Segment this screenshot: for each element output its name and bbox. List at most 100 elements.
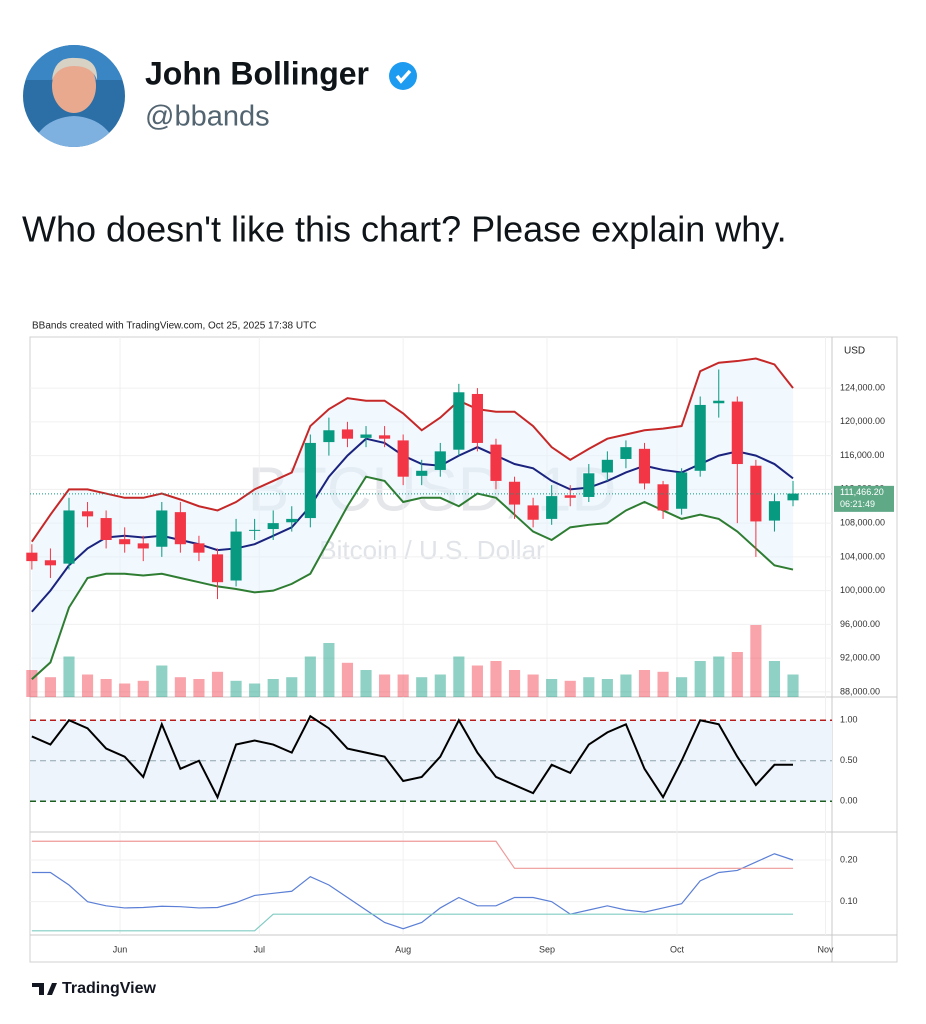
last-price-label: 111,466.20 <box>840 487 884 497</box>
candle-body <box>63 510 75 564</box>
tweet-text: Who doesn't like this chart? Please expl… <box>22 209 787 250</box>
candle-body <box>434 451 446 470</box>
volume-bar <box>81 674 94 697</box>
candle-body <box>397 440 409 477</box>
volume-bar <box>731 652 743 697</box>
candle-body <box>676 472 688 509</box>
y-tick-label: 124,000.00 <box>840 382 885 392</box>
x-tick-label: Jul <box>254 944 266 954</box>
candle-body <box>564 495 576 498</box>
candle-body <box>323 430 335 443</box>
x-tick-label: Aug <box>395 944 411 954</box>
bollinger-band <box>31 357 794 543</box>
volume-bar <box>416 677 428 697</box>
y-tick-label: 0.10 <box>840 896 858 906</box>
candle-body <box>713 400 725 404</box>
candle-body <box>137 543 149 549</box>
volume-bar <box>601 679 613 697</box>
volume-bar <box>397 674 409 697</box>
y-tick-label: 108,000.00 <box>840 517 885 527</box>
chart-caption: BBands created with TradingView.com, Oct… <box>32 321 316 332</box>
candle-body <box>267 523 279 530</box>
candle-body <box>490 444 502 481</box>
candle-body <box>100 518 112 541</box>
y-tick-label: 96,000.00 <box>840 619 880 629</box>
y-tick-label: 0.50 <box>840 755 858 765</box>
volume-bar <box>768 661 781 697</box>
volume-bar <box>694 661 706 697</box>
y-tick-label: 120,000.00 <box>840 416 885 426</box>
volume-bar <box>453 656 465 697</box>
candle-body <box>119 539 131 545</box>
x-tick-label: Nov <box>817 944 834 954</box>
avatar[interactable] <box>20 40 130 152</box>
verified-badge <box>389 62 417 90</box>
candle-body <box>230 531 242 581</box>
volume-bar <box>379 674 391 697</box>
candle-body <box>787 493 799 501</box>
candle-body <box>768 501 781 521</box>
candle-body <box>527 505 539 520</box>
volume-bar <box>323 643 335 697</box>
y-tick-label: 1.00 <box>840 715 858 725</box>
volume-bar <box>174 677 186 697</box>
volume-bar <box>527 674 539 697</box>
currency-label: USD <box>844 346 865 357</box>
volume-bar <box>490 661 502 697</box>
percent-b-line <box>31 714 794 800</box>
candle-body <box>211 554 224 583</box>
candle-body <box>638 448 651 484</box>
candle-body <box>360 434 372 438</box>
candle-body <box>286 518 298 523</box>
candle-body <box>601 459 613 473</box>
bandwidth-line <box>31 840 794 869</box>
y-tick-label: 0.00 <box>840 796 858 806</box>
footer-logo[interactable]: TradingView <box>32 980 157 997</box>
candle-body <box>731 401 743 465</box>
last-price-box <box>834 485 894 512</box>
volume-bar <box>508 670 521 697</box>
bandwidth-line <box>31 913 794 932</box>
volume-bar <box>211 671 224 697</box>
y-tick-label: 116,000.00 <box>840 450 884 460</box>
watermark-name: Bitcoin / U.S. Dollar <box>319 535 545 565</box>
volume-bar <box>657 671 669 697</box>
volume-bar <box>249 683 261 697</box>
y-tick-label: 92,000.00 <box>840 653 880 663</box>
candle-body <box>193 543 205 553</box>
volume-bar <box>676 677 688 697</box>
candle-body <box>620 447 632 459</box>
chart: Jun Jul Aug Sep Oct Nov 88,000.00 92,000.00 96,0… <box>26 337 897 962</box>
volume-bar <box>44 677 56 697</box>
y-tick-label: 0.20 <box>840 854 858 864</box>
bandwidth-line <box>31 853 794 930</box>
x-tick-label: Sep <box>539 944 555 954</box>
candle-body <box>174 512 186 545</box>
bollinger-band <box>31 475 794 681</box>
candle-body <box>416 470 428 476</box>
candle-body <box>26 552 38 562</box>
volume-bar <box>583 677 595 697</box>
candle-body <box>379 435 391 439</box>
y-tick-label: 100,000.00 <box>840 585 885 595</box>
volume-bar <box>787 674 799 697</box>
x-tick-label: Oct <box>670 944 685 954</box>
volume-bar <box>230 680 242 697</box>
volume-bar <box>63 656 75 697</box>
volume-bar <box>713 656 725 697</box>
volume-bar <box>267 679 279 697</box>
volume-bar <box>564 680 576 697</box>
footer-brand[interactable]: TradingView <box>62 980 157 997</box>
user-handle[interactable]: @bbands <box>145 101 270 133</box>
candle-body <box>694 404 706 471</box>
volume-bar <box>137 680 149 697</box>
candle-body <box>304 442 316 519</box>
volume-bar <box>286 677 298 697</box>
volume-bar <box>360 670 372 697</box>
chart-frame <box>29 336 898 963</box>
user-name[interactable]: John Bollinger <box>145 55 369 91</box>
candle-body <box>453 392 465 450</box>
candle-body <box>81 511 94 517</box>
